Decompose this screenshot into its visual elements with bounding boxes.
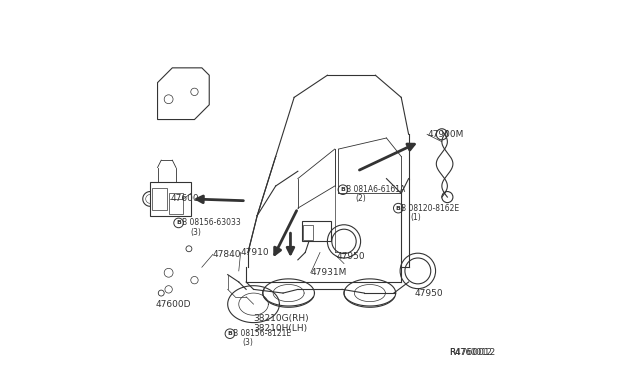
Text: 47931M: 47931M [311, 268, 347, 277]
Text: 47950: 47950 [414, 289, 443, 298]
Text: 47910: 47910 [241, 248, 269, 257]
Text: 47840: 47840 [213, 250, 241, 259]
Text: B 08156-8121E: B 08156-8121E [233, 329, 291, 338]
Bar [152, 188, 167, 210]
Text: B: B [396, 206, 401, 211]
Text: B 08156-63033: B 08156-63033 [182, 218, 240, 227]
Text: 38210G(RH): 38210G(RH) [253, 314, 309, 323]
Text: (2): (2) [355, 195, 366, 203]
Text: 47950: 47950 [337, 251, 365, 261]
Text: (1): (1) [410, 213, 421, 222]
Text: B 081A6-6161A: B 081A6-6161A [346, 185, 405, 194]
Text: R4760012: R4760012 [449, 348, 492, 357]
Text: B 08120-8162E: B 08120-8162E [401, 203, 460, 213]
Text: (3): (3) [243, 339, 253, 347]
Text: R4760012: R4760012 [449, 348, 495, 357]
Text: 47600: 47600 [170, 195, 199, 203]
Bar [301, 221, 331, 241]
Bar [150, 182, 191, 215]
Text: B: B [176, 221, 181, 225]
Text: B: B [227, 331, 232, 336]
Text: 38210H(LH): 38210H(LH) [253, 324, 308, 333]
Text: 47600D: 47600D [156, 300, 191, 309]
Bar [168, 193, 184, 214]
Text: 47900M: 47900M [427, 130, 463, 139]
Text: (3): (3) [191, 228, 202, 237]
Bar [303, 225, 312, 240]
Text: B: B [340, 187, 346, 192]
